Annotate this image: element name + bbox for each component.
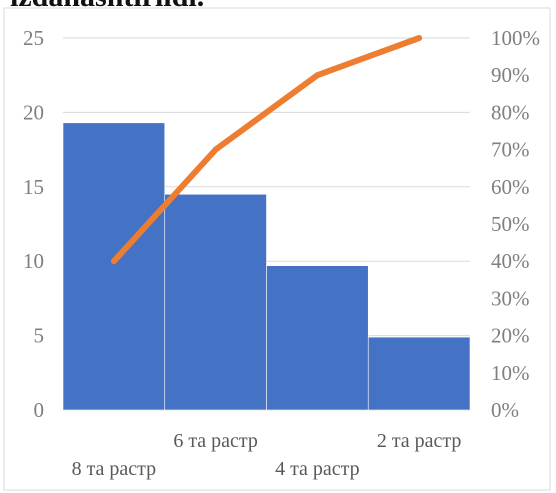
left-tick-label: 0 [34, 398, 45, 422]
right-tick-label: 100% [491, 26, 540, 50]
category-label: 4 та растр [275, 458, 360, 480]
right-tick-label: 0% [491, 398, 519, 422]
cut-title: izdanashtirildi. [10, 0, 204, 13]
bar [266, 265, 369, 411]
right-tick-label: 60% [491, 175, 530, 199]
right-tick-label: 30% [491, 286, 530, 310]
category-label: 2 та растр [377, 430, 462, 452]
cumulative-line [110, 35, 423, 265]
right-tick-label: 40% [491, 249, 530, 273]
right-tick-label: 20% [491, 324, 530, 348]
left-tick-label: 25 [23, 26, 44, 50]
left-axis-ticks: 0 5 10 15 20 25 [23, 26, 44, 422]
bar [62, 122, 166, 411]
right-tick-label: 80% [491, 100, 530, 124]
bar-series [62, 122, 471, 411]
left-tick-label: 15 [23, 175, 44, 199]
chart-area-border [3, 7, 551, 491]
left-tick-label: 5 [34, 324, 45, 348]
bar [164, 193, 267, 411]
right-tick-label: 70% [491, 138, 530, 162]
left-tick-label: 10 [23, 249, 44, 273]
category-label: 8 та растр [72, 458, 157, 480]
cumulative-line-series [110, 35, 423, 265]
category-label: 6 та растр [173, 430, 258, 452]
right-axis-ticks: 0% 10% 20% 30% 40% 50% 60% 70% 80% 90% 100% [491, 26, 540, 422]
bar [367, 336, 471, 411]
category-axis-labels: 8 та растр 6 та растр 4 та растр 2 та растр [72, 430, 462, 480]
left-tick-label: 20 [23, 100, 44, 124]
right-tick-label: 90% [491, 63, 530, 87]
right-tick-label: 10% [491, 361, 530, 385]
right-tick-label: 50% [491, 212, 530, 236]
